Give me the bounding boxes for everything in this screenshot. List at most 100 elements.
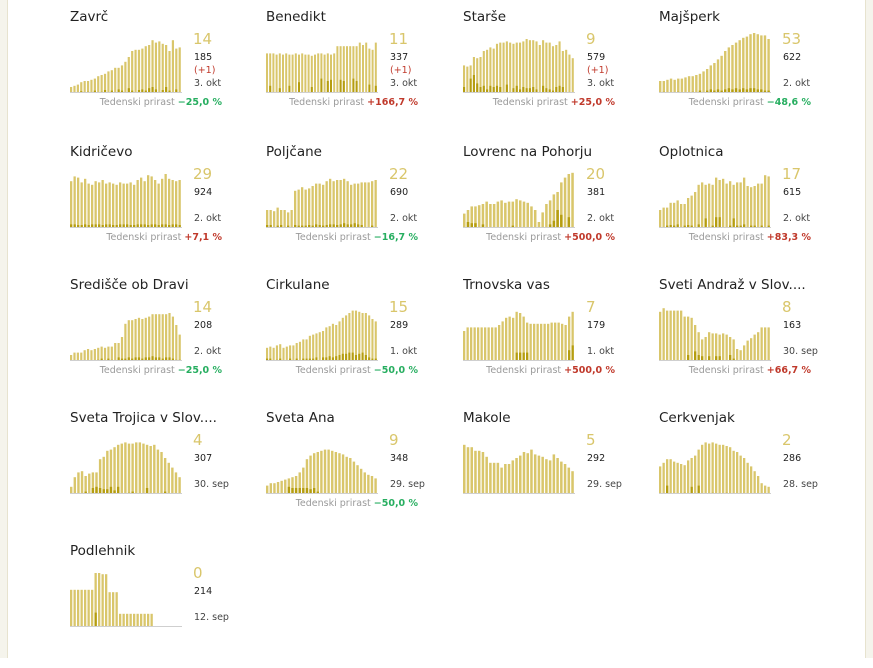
- new-cases-bar: [571, 345, 574, 361]
- total-bar: [558, 41, 561, 93]
- municipality-card[interactable]: Oplotnica 17 615 2. okt Tedenski prirast +83,…: [659, 144, 849, 269]
- total-bar: [528, 40, 531, 93]
- active-cases-number: 53: [782, 30, 802, 48]
- total-bar: [666, 459, 669, 494]
- new-cases-bar: [558, 85, 561, 93]
- total-bar: [273, 211, 276, 228]
- municipality-card[interactable]: Majšperk 53 622 2. okt Tedenski prirast −48,6…: [659, 9, 849, 134]
- new-cases-bar: [150, 224, 153, 228]
- municipality-card[interactable]: Cirkulane 15 289 1. okt Tedenski prirast −50,…: [266, 277, 456, 402]
- new-cases-bar: [548, 89, 551, 93]
- total-bar: [115, 592, 118, 627]
- total-bar: [669, 459, 672, 494]
- new-cases-bar: [129, 225, 132, 228]
- new-cases-bar: [311, 225, 314, 228]
- total-bar: [743, 345, 746, 361]
- municipality-card[interactable]: Trnovska vas 7 179 1. okt Tedenski prirast +5…: [463, 277, 653, 402]
- total-bar: [308, 188, 311, 228]
- total-bar: [156, 449, 160, 494]
- weekly-growth-label: Tedenski prirast: [99, 97, 175, 108]
- total-bar: [323, 54, 326, 93]
- total-bar: [349, 458, 352, 494]
- total-bar: [355, 46, 358, 93]
- total-bar: [716, 59, 720, 93]
- total-bar: [560, 461, 563, 494]
- municipality-card[interactable]: Središče ob Dravi 14 208 2. okt Tedenski pri…: [70, 277, 260, 402]
- new-cases-bar: [168, 357, 171, 361]
- total-bar: [556, 458, 559, 494]
- municipality-name: Cerkvenjak: [659, 410, 735, 426]
- municipality-card[interactable]: Kidričevo 29 924 2. okt Tedenski prirast +7,1…: [70, 144, 260, 269]
- total-bar: [279, 344, 282, 361]
- weekly-growth-label: Tedenski prirast: [106, 232, 182, 243]
- new-cases-bar: [84, 491, 87, 494]
- total-bar: [175, 181, 178, 228]
- total-bar: [161, 43, 164, 93]
- total-bar: [736, 349, 739, 361]
- total-bar: [473, 327, 476, 361]
- total-bar: [114, 67, 117, 93]
- new-cases-bar: [463, 87, 466, 93]
- total-bar: [543, 323, 546, 361]
- new-cases-bar: [294, 488, 298, 494]
- municipality-card[interactable]: Podlehnik 0 214 12. sep: [70, 543, 260, 668]
- weekly-growth-label: Tedenski prirast: [486, 232, 562, 243]
- total-bar: [718, 334, 721, 361]
- new-cases-bar: [143, 224, 146, 228]
- municipality-card[interactable]: Makole 5 292 29. sep: [463, 410, 653, 535]
- total-bar: [507, 201, 511, 228]
- total-bar: [698, 73, 702, 93]
- total-bar: [526, 202, 529, 228]
- municipality-card[interactable]: Zavrč 14 185 (+1) 3. okt Tedenski prirast −25,…: [70, 9, 260, 134]
- municipality-card[interactable]: Cerkvenjak 2 286 28. sep: [659, 410, 849, 535]
- total-bar: [659, 311, 662, 361]
- new-cases-bar: [98, 488, 102, 494]
- total-bar: [326, 53, 329, 93]
- total-bar: [133, 613, 136, 627]
- total-bar: [117, 67, 120, 93]
- municipality-card[interactable]: Starše 9 579 (+1) 3. okt Tedenski prirast +25,…: [463, 9, 653, 134]
- total-bar: [509, 42, 512, 93]
- new-cases-bar: [732, 358, 735, 361]
- total-bar: [367, 474, 370, 494]
- weekly-growth: Tedenski prirast +500,0 %: [486, 232, 615, 243]
- municipality-card[interactable]: Sveta Trojica v Slov.... 4 307 30. sep: [70, 410, 260, 535]
- new-cases-bar: [102, 489, 105, 494]
- municipality-card[interactable]: Poljčane 22 690 2. okt Tedenski prirast −16,7…: [266, 144, 456, 269]
- total-bar: [269, 210, 272, 228]
- total-bar: [491, 327, 494, 361]
- new-cases-bar: [767, 225, 770, 228]
- total-bar: [127, 443, 131, 494]
- total-bar: [492, 462, 496, 494]
- total-bar: [541, 212, 544, 228]
- new-cases-bar: [158, 357, 161, 361]
- total-bar: [291, 54, 294, 93]
- municipality-card[interactable]: Sveti Andraž v Slov.... 8 163 30. sep Tedens…: [659, 277, 849, 402]
- total-bar: [339, 180, 342, 228]
- municipality-card[interactable]: Sveta Ana 9 348 29. sep Tedenski prirast −50,…: [266, 410, 456, 535]
- total-bar: [680, 310, 683, 361]
- total-bar: [522, 41, 525, 93]
- total-bar: [304, 189, 307, 228]
- total-bar: [713, 63, 716, 93]
- weekly-growth-value: −50,0 %: [373, 498, 418, 509]
- new-cases-bar: [555, 87, 558, 93]
- total-bar: [356, 465, 359, 494]
- municipality-card[interactable]: Lovrenc na Pohorju 20 381 2. okt Tedenski pr…: [463, 144, 653, 269]
- municipality-card[interactable]: Benedikt 11 337 (+1) 3. okt Tedenski prirast +…: [266, 9, 456, 134]
- total-bar: [269, 346, 272, 361]
- weekly-growth-label: Tedenski prirast: [486, 365, 562, 376]
- total-bar: [538, 45, 541, 93]
- total-bar: [163, 458, 167, 494]
- total-bar: [571, 311, 574, 361]
- total-bar: [158, 41, 161, 93]
- total-bar: [704, 442, 707, 494]
- new-cases-bar: [355, 81, 358, 93]
- new-cases-bar: [515, 85, 518, 93]
- total-bar: [496, 462, 500, 494]
- new-cases-bar: [528, 88, 531, 93]
- new-cases-bar: [736, 225, 739, 228]
- total-bar: [519, 455, 522, 494]
- total-bar: [275, 54, 278, 93]
- total-bar: [175, 325, 178, 361]
